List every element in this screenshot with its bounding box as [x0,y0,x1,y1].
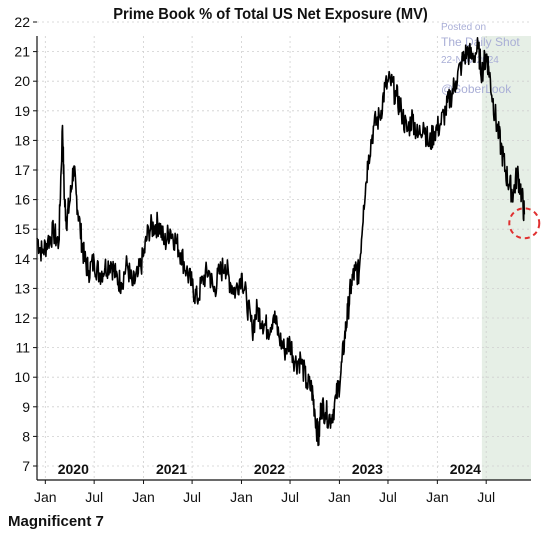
footer-label: Magnificent 7 [8,513,104,530]
y-tick-label: 9 [22,399,30,415]
watermark-source: The Daily Shot [441,35,520,49]
y-axis: 22 21 20 19 18 17 16 15 14 13 12 11 10 9 8 7 [14,14,37,474]
y-tick-label: 17 [14,162,30,178]
y-tick-label: 13 [14,280,30,296]
y-tick-label: 22 [14,14,30,30]
year-label: 2023 [352,461,383,477]
x-tick-label: Jan [132,489,155,505]
y-tick-label: 7 [22,458,30,474]
x-tick-label: Jan [34,489,57,505]
y-tick-label: 20 [14,73,30,89]
chart-title: Prime Book % of Total US Net Exposure (M… [113,6,428,23]
watermark-posted: Posted on [441,22,486,33]
x-tick-label: Jul [183,489,201,505]
x-tick-label: Jul [477,489,495,505]
watermark-handle: @SoberLook [441,82,512,96]
year-label: 2020 [58,461,89,477]
x-tick-label: Jul [85,489,103,505]
y-tick-label: 10 [14,369,30,385]
y-tick-label: 15 [14,221,30,237]
x-tick-label: Jan [328,489,351,505]
x-tick-label: Jan [426,489,449,505]
y-tick-label: 11 [15,340,30,356]
gridlines [37,21,531,480]
watermark: Posted on The Daily Shot 22-Nov-2024 @So… [441,22,520,96]
x-tick-label: Jul [379,489,397,505]
highlight-shade [481,36,531,480]
watermark-date: 22-Nov-2024 [441,55,499,66]
series-line [36,36,526,447]
x-tick-label: Jul [281,489,299,505]
year-label: 2024 [450,461,481,477]
year-label: 2022 [254,461,285,477]
y-tick-label: 16 [14,192,30,208]
y-tick-label: 14 [14,251,30,267]
x-tick-label: Jan [230,489,253,505]
year-label: 2021 [156,461,187,477]
plot-background [37,36,531,480]
x-axis: Jan Jul Jan Jul Jan Jul Jan Jul Jan Jul 2020 2021 20… [34,461,495,505]
series-layer [36,36,526,447]
y-tick-label: 18 [14,132,30,148]
y-tick-label: 19 [14,103,30,119]
y-tick-label: 8 [22,428,30,444]
highlight-circle [508,207,541,240]
y-tick-label: 12 [14,310,30,326]
y-tick-label: 21 [14,44,30,60]
